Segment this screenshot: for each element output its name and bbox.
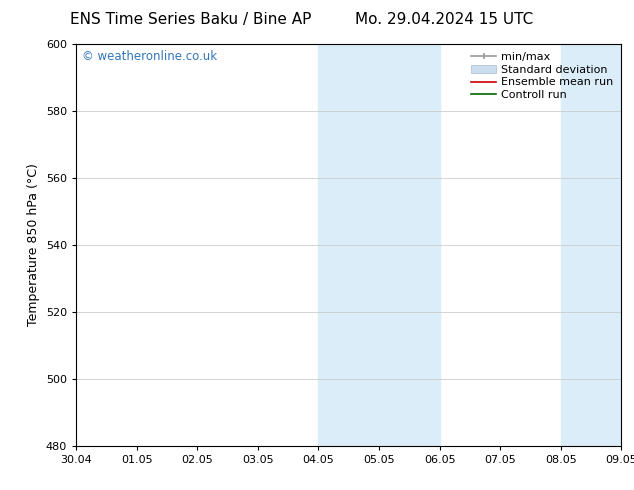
Bar: [379, 44, 439, 446]
Y-axis label: Temperature 850 hPa (°C): Temperature 850 hPa (°C): [27, 164, 40, 326]
Text: ENS Time Series Baku / Bine AP: ENS Time Series Baku / Bine AP: [70, 12, 311, 27]
Bar: [621, 44, 634, 446]
Bar: [560, 44, 621, 446]
Bar: [318, 44, 379, 446]
Legend: min/max, Standard deviation, Ensemble mean run, Controll run: min/max, Standard deviation, Ensemble me…: [467, 48, 618, 105]
Text: © weatheronline.co.uk: © weatheronline.co.uk: [82, 50, 217, 63]
Text: Mo. 29.04.2024 15 UTC: Mo. 29.04.2024 15 UTC: [354, 12, 533, 27]
